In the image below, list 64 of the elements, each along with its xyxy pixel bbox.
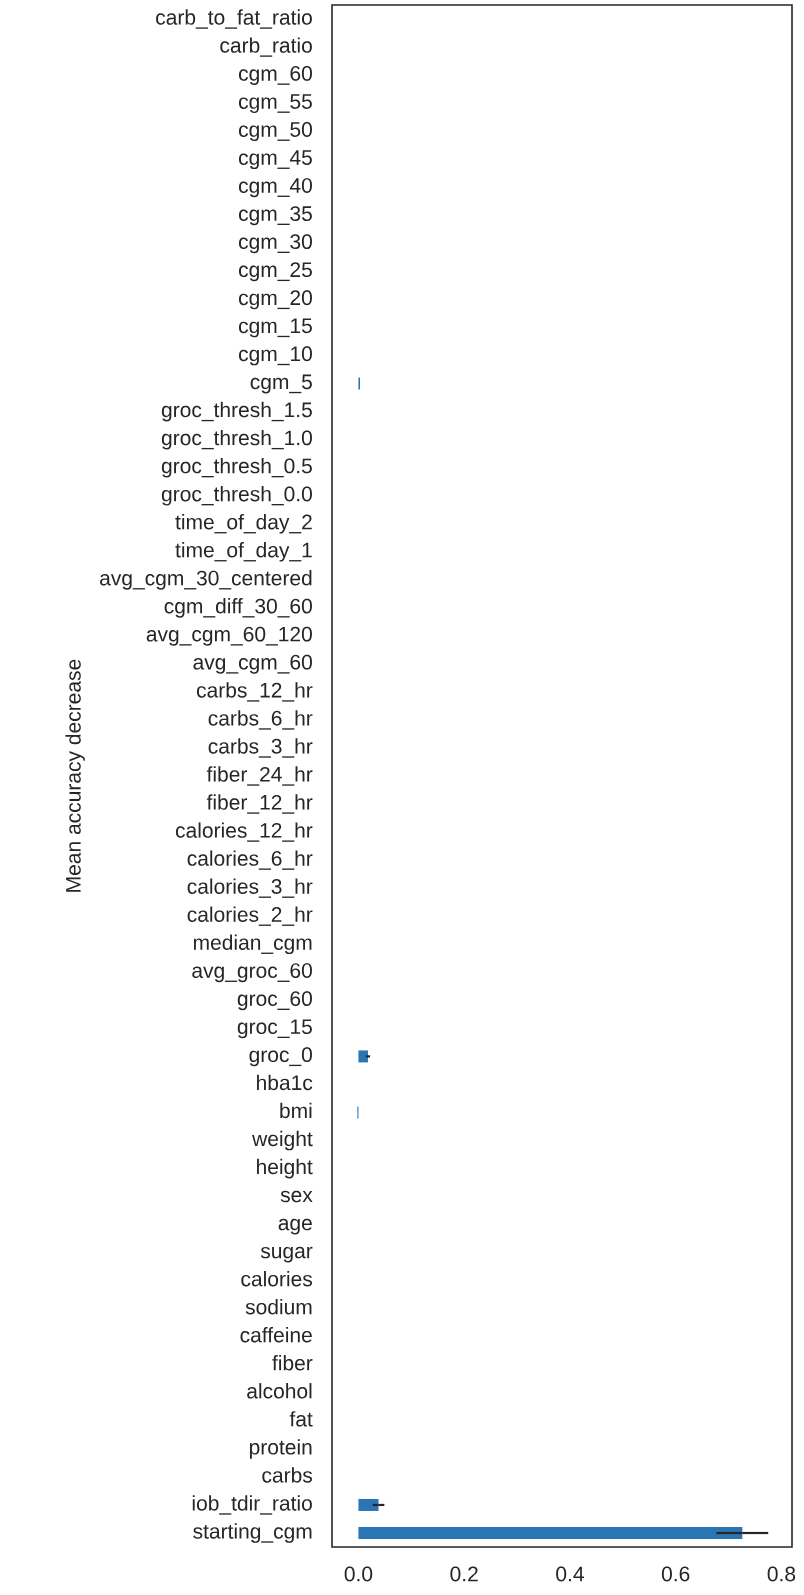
y-tick-label: groc_thresh_1.5 — [161, 401, 312, 422]
y-tick-label: groc_thresh_0.0 — [161, 485, 312, 506]
bar — [358, 1050, 368, 1063]
y-tick-label: carbs — [262, 1467, 313, 1483]
y-tick-label: cgm_50 — [238, 122, 312, 142]
y-tick-label: sugar — [260, 1246, 313, 1263]
y-tick-label: calories_3_hr — [187, 878, 313, 898]
y-tick-label: fiber — [272, 1355, 313, 1371]
y-tick-label: fat — [289, 1411, 313, 1427]
y-tick-label: age — [278, 1218, 312, 1235]
y-tick-label: caffeine — [240, 1327, 312, 1343]
y-tick-label: fiber_12_hr — [206, 794, 313, 814]
y-tick-label: avg_groc_60 — [192, 963, 312, 983]
y-tick-label: cgm_55 — [238, 94, 312, 114]
y-tick-label: height — [257, 1158, 313, 1179]
y-tick-label: carbs_6_hr — [208, 710, 313, 730]
y-tick-label: groc_0 — [249, 1047, 312, 1067]
y-tick-label: carbs_3_hr — [208, 738, 313, 758]
y-tick-label: groc_60 — [237, 991, 312, 1011]
y-tick-label: sex — [280, 1190, 313, 1203]
x-tick-label: 0.8 — [767, 1566, 796, 1582]
y-tick-label: alcohol — [247, 1383, 312, 1399]
y-tick-label: groc_thresh_0.5 — [161, 457, 312, 478]
y-tick-label: carb_ratio — [220, 37, 312, 57]
y-tick-label: cgm_60 — [238, 65, 312, 85]
y-tick-label: iob_tdir_ratio — [192, 1495, 312, 1515]
y-tick-label: cgm_20 — [238, 290, 312, 310]
y-tick-label: carb_to_fat_ratio — [156, 9, 312, 29]
y-tick-label: calories_12_hr — [175, 822, 313, 842]
y-tick-label: cgm_40 — [238, 178, 312, 198]
x-tick-label: 0.0 — [344, 1566, 373, 1582]
y-tick-label: cgm_30 — [238, 234, 312, 254]
y-tick-label: cgm_45 — [238, 150, 312, 170]
y-tick-label: cgm_diff_30_60 — [164, 598, 312, 618]
y-tick-label: time_of_day_2 — [175, 513, 312, 534]
y-tick-label: groc_thresh_1.0 — [161, 429, 312, 450]
y-tick-label: calories — [241, 1270, 313, 1287]
y-tick-label: avg_cgm_60_120 — [146, 626, 312, 646]
bar — [358, 1498, 379, 1511]
x-tick-label: 0.4 — [556, 1566, 584, 1582]
y-tick-label: weight — [252, 1130, 313, 1151]
y-tick-label: cgm_10 — [238, 346, 312, 366]
bar — [358, 1527, 743, 1539]
y-axis-title: Mean accuracy decrease — [65, 659, 85, 892]
y-tick-label: avg_cgm_60 — [193, 654, 312, 674]
y-tick-label: cgm_25 — [238, 262, 312, 282]
y-tick-label: carbs_12_hr — [196, 682, 313, 702]
y-tick-label: cgm_15 — [238, 318, 312, 338]
y-tick-label: cgm_35 — [238, 206, 312, 226]
y-tick-label: cgm_5 — [250, 374, 312, 394]
y-tick-label: starting_cgm — [193, 1523, 312, 1543]
x-tick-label: 0.2 — [450, 1566, 478, 1582]
y-tick-label: sodium — [245, 1299, 312, 1315]
y-tick-label: calories_6_hr — [187, 850, 313, 870]
y-tick-label: median_cgm — [193, 934, 312, 955]
y-tick-label: groc_15 — [237, 1019, 312, 1039]
y-tick-label: hba1c — [257, 1074, 313, 1091]
y-tick-label: fiber_24_hr — [206, 766, 313, 786]
y-tick-label: calories_2_hr — [187, 906, 313, 926]
y-tick-label: bmi — [280, 1102, 312, 1119]
y-tick-label: protein — [249, 1439, 312, 1459]
y-tick-label: avg_cgm_30_centered — [100, 570, 312, 590]
x-tick-label: 0.6 — [661, 1566, 690, 1582]
y-tick-label: time_of_day_1 — [175, 542, 312, 562]
